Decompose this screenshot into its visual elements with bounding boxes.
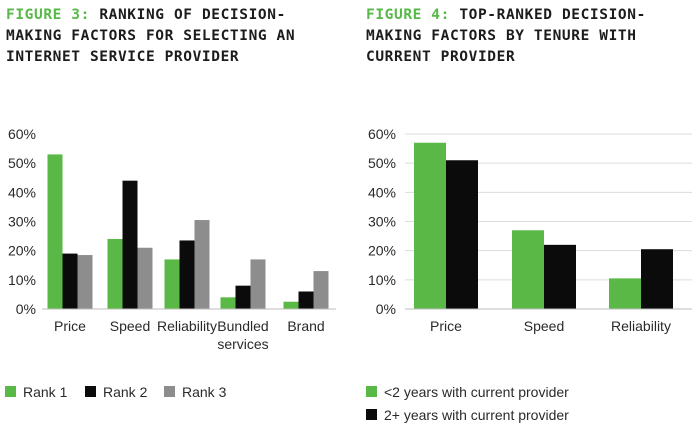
fig3-category-label: Price — [54, 318, 86, 334]
fig3-legend-swatch — [164, 386, 175, 397]
fig3-legend-label: Rank 2 — [103, 384, 148, 400]
figure3-number: FIGURE 3: — [6, 7, 90, 23]
fig4-y-tick-label: 30% — [368, 214, 396, 230]
figure3-title: FIGURE 3: RANKING OF DECISION-MAKING FAC… — [6, 5, 326, 68]
fig3-bar-price-rank-1 — [47, 154, 63, 309]
fig3-category-label: Bundled services — [217, 318, 268, 352]
fig4-category-label: Price — [430, 318, 462, 334]
fig4-category-label: Speed — [524, 318, 564, 334]
fig3-legend-label: Rank 3 — [182, 384, 227, 400]
fig3-bar-brand-rank-2 — [298, 291, 314, 309]
fig4-bar-reliability--2-years-with-current-provider — [609, 278, 641, 309]
fig3-y-tick-label: 20% — [8, 243, 36, 259]
fig4-legend-label: 2+ years with current provider — [384, 407, 569, 423]
fig3-bar-price-rank-3 — [77, 255, 93, 309]
fig4-y-tick-label: 50% — [368, 155, 396, 171]
figure3-heading: RANKING OF DECISION-MAKING FACTORS FOR S… — [6, 7, 296, 65]
fig4-bar-reliability-2-years-with-current-provider — [641, 249, 673, 309]
fig4-y-tick-label: 40% — [368, 184, 396, 200]
fig4-bar-speed-2-years-with-current-provider — [544, 244, 576, 309]
fig4-bar-price--2-years-with-current-provider — [414, 142, 446, 309]
fig4-y-tick-label: 20% — [368, 243, 396, 259]
fig4-y-tick-label: 60% — [368, 126, 396, 142]
fig4-category-label: Reliability — [611, 318, 671, 334]
fig3-bar-brand-rank-1 — [283, 301, 299, 309]
fig3-y-tick-label: 10% — [8, 272, 36, 288]
fig3-y-tick-label: 50% — [8, 155, 36, 171]
figure4-number: FIGURE 4: — [366, 7, 450, 23]
figure4-title: FIGURE 4: TOP-RANKED DECISION-MAKING FAC… — [366, 5, 696, 68]
fig4-y-tick-label: 0% — [376, 301, 396, 317]
fig3-bar-bundled-services-rank-1 — [220, 297, 236, 309]
fig3-legend-swatch — [5, 386, 16, 397]
fig3-category-label: Speed — [110, 318, 150, 334]
fig3-legend-swatch — [85, 386, 96, 397]
fig3-bar-reliability-rank-2 — [179, 240, 195, 309]
fig3-bar-reliability-rank-1 — [164, 259, 180, 309]
fig4-bar-price-2-years-with-current-provider — [446, 160, 478, 309]
fig3-bar-speed-rank-1 — [107, 239, 123, 309]
fig4-bar-speed--2-years-with-current-provider — [512, 230, 544, 309]
fig3-bar-reliability-rank-3 — [194, 220, 210, 309]
fig3-bar-price-rank-2 — [62, 253, 78, 309]
fig3-category-label: Reliability — [157, 318, 217, 334]
fig3-category-label: Brand — [287, 318, 324, 334]
fig4-y-tick-label: 10% — [368, 272, 396, 288]
fig3-y-tick-label: 40% — [8, 184, 36, 200]
fig3-bar-bundled-services-rank-3 — [250, 259, 266, 309]
fig3-bar-speed-rank-3 — [137, 247, 153, 309]
fig3-bar-speed-rank-2 — [122, 180, 138, 309]
fig4-legend-swatch — [366, 386, 377, 397]
fig3-legend-label: Rank 1 — [23, 384, 68, 400]
fig4-legend-swatch — [366, 409, 377, 420]
fig3-y-tick-label: 0% — [16, 301, 36, 317]
figure4-heading: TOP-RANKED DECISION-MAKING FACTORS BY TE… — [366, 7, 646, 65]
fig3-bar-bundled-services-rank-2 — [235, 285, 251, 309]
fig4-legend-label: <2 years with current provider — [384, 384, 569, 400]
fig3-y-tick-label: 60% — [8, 126, 36, 142]
fig3-y-tick-label: 30% — [8, 214, 36, 230]
fig3-bar-brand-rank-3 — [313, 271, 329, 309]
